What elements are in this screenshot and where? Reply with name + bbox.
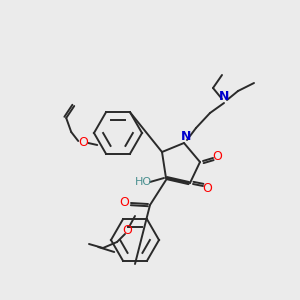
Text: O: O [202,182,212,194]
Text: O: O [78,136,88,148]
Text: O: O [212,151,222,164]
Text: O: O [119,196,129,208]
Text: N: N [219,89,229,103]
Text: N: N [181,130,191,142]
Text: HO: HO [134,177,152,187]
Text: O: O [122,224,132,236]
